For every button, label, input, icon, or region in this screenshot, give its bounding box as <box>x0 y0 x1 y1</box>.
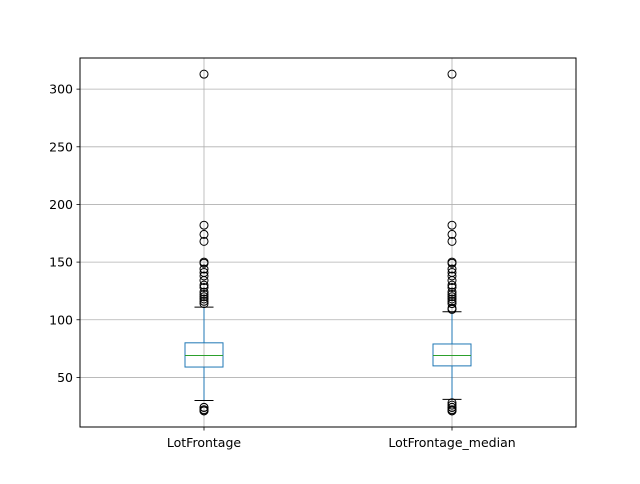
x-tick-label: LotFrontage <box>167 435 242 450</box>
outlier-point <box>199 257 209 267</box>
outlier-point <box>447 287 457 297</box>
outlier-point <box>447 405 457 415</box>
box-plot-marks <box>184 69 472 416</box>
outlier-point <box>199 69 209 79</box>
outlier-point <box>199 220 209 230</box>
outlier-point <box>447 236 457 246</box>
outlier-point <box>447 69 457 79</box>
x-tick-label: LotFrontage_median <box>388 435 515 450</box>
outlier-point <box>199 267 209 277</box>
grid-lines <box>80 58 576 427</box>
outlier-point <box>199 402 209 412</box>
outlier-point <box>447 282 457 292</box>
outlier-point <box>447 296 457 306</box>
outlier-point <box>447 398 457 408</box>
outlier-point <box>447 271 457 281</box>
outlier-point <box>199 264 209 274</box>
outlier-point <box>447 257 457 267</box>
outlier-point <box>199 271 209 281</box>
y-tick-label: 200 <box>49 197 73 212</box>
outlier-point <box>447 229 457 239</box>
outlier-point <box>199 282 209 292</box>
outlier-point <box>447 292 457 302</box>
outlier-point <box>447 299 457 309</box>
outlier-point <box>447 400 457 410</box>
outlier-point <box>447 264 457 274</box>
outlier-point <box>199 292 209 302</box>
y-tick-label: 150 <box>49 255 73 270</box>
outlier-point <box>199 296 209 306</box>
iqr-box <box>432 343 472 367</box>
plot-area-frame <box>79 57 577 428</box>
outlier-point <box>199 287 209 297</box>
iqr-box <box>184 342 224 368</box>
y-tick-label: 250 <box>49 139 73 154</box>
outlier-point <box>447 220 457 230</box>
outlier-point <box>447 267 457 277</box>
y-tick-label: 50 <box>57 370 73 385</box>
outlier-point <box>199 294 209 304</box>
outlier-point <box>447 289 457 299</box>
outlier-point <box>199 289 209 299</box>
axes: 50 100 150 200 250 300 LotFrontage LotFrontage_… <box>49 82 516 450</box>
outlier-point <box>447 303 457 313</box>
outlier-point <box>199 229 209 239</box>
outlier-point <box>199 299 209 309</box>
outlier-point <box>199 236 209 246</box>
outlier-point <box>447 402 457 412</box>
outlier-point <box>199 405 209 415</box>
y-tick-label: 100 <box>49 312 73 327</box>
outlier-point <box>447 294 457 304</box>
y-tick-label: 300 <box>49 82 73 97</box>
outlier-point <box>447 280 457 290</box>
outlier-point <box>199 280 209 290</box>
